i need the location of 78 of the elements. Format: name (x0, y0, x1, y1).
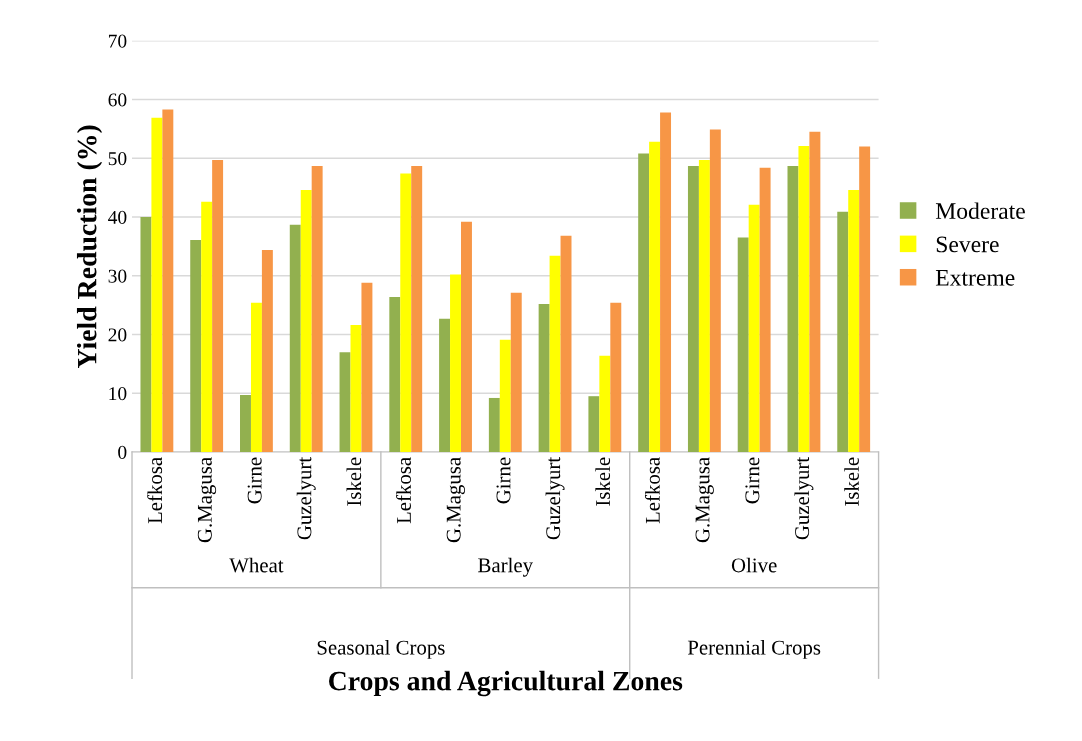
bar (759, 167, 771, 453)
bar (350, 325, 362, 453)
bar (289, 224, 301, 453)
x-tick-label: Lefkosa (396, 457, 411, 524)
bar (339, 352, 351, 453)
x-tick-label: Iskele (346, 457, 362, 506)
legend-label: Severe (936, 236, 999, 253)
x-tick-label: Guzelyurt (794, 456, 814, 540)
bar (389, 296, 401, 453)
bar (687, 165, 699, 453)
text: Seasonal Crops (317, 639, 445, 659)
bar (660, 112, 672, 453)
x-tick-label: Girne (496, 457, 511, 504)
x-tick-label: Iskele (595, 457, 611, 506)
bar (311, 165, 323, 453)
bar (859, 146, 871, 453)
bar (151, 117, 163, 453)
x-tick-label: G.Magusa (446, 457, 465, 543)
y-tick-label: 10 (109, 387, 127, 401)
bar (599, 355, 611, 453)
bar (649, 141, 661, 453)
bar (201, 201, 213, 453)
bar (737, 237, 749, 453)
x-tick-label: Girne (745, 457, 760, 504)
text: Perennial Crops (687, 639, 821, 659)
bar (698, 160, 710, 453)
bar (709, 129, 721, 453)
y-tick-label: 70 (108, 34, 127, 48)
y-tick-label: 50 (108, 152, 127, 166)
x-axis-title: Crops and Agricultural Zones (329, 670, 683, 697)
bar (538, 303, 550, 453)
bar (212, 160, 224, 453)
bar (240, 395, 251, 453)
bar (300, 189, 312, 453)
x-tick-label: Girne (247, 457, 262, 504)
bar (488, 397, 500, 453)
bar (450, 274, 461, 453)
x-tick-label: G.Magusa (197, 457, 217, 543)
y-tick-label: 0 (118, 445, 127, 459)
x-tick-label: Lefkosa (147, 457, 163, 524)
bar (837, 211, 849, 453)
bar (250, 302, 262, 453)
bar (787, 165, 799, 453)
bar (809, 131, 821, 453)
x-tick-label: Guzelyurt (545, 456, 565, 540)
bar (162, 109, 174, 453)
bar (461, 221, 472, 453)
y-tick-label: 40 (108, 210, 127, 224)
bar (261, 249, 273, 453)
y-tick-label: 20 (108, 328, 127, 342)
bar (439, 318, 451, 453)
y-tick-label: 60 (108, 93, 127, 107)
bar (549, 255, 561, 453)
bar (400, 173, 412, 453)
bar (361, 282, 373, 453)
bar (560, 235, 572, 453)
bar (510, 292, 522, 453)
x-tick-label: Guzelyurt (296, 456, 316, 540)
y-tick-label: 30 (108, 269, 127, 283)
text: Barley (478, 557, 533, 577)
legend-label: Extreme (935, 270, 1015, 286)
bar (411, 165, 423, 453)
bar (588, 396, 600, 453)
bar (140, 217, 152, 453)
x-tick-label: Lefkosa (644, 457, 660, 524)
bar (798, 145, 810, 453)
bar (748, 204, 760, 453)
text: Olive (731, 557, 777, 573)
x-tick-label: G.Magusa (695, 457, 714, 543)
bar (610, 302, 622, 453)
bar (848, 189, 860, 453)
legend-label: Moderate (935, 202, 1025, 219)
bar (638, 153, 650, 453)
bar (499, 339, 511, 453)
text: Wheat (229, 557, 284, 573)
x-tick-label: Iskele (844, 457, 859, 506)
bar (190, 239, 202, 453)
y-axis-title: Yield Reduction (%) (76, 125, 103, 369)
